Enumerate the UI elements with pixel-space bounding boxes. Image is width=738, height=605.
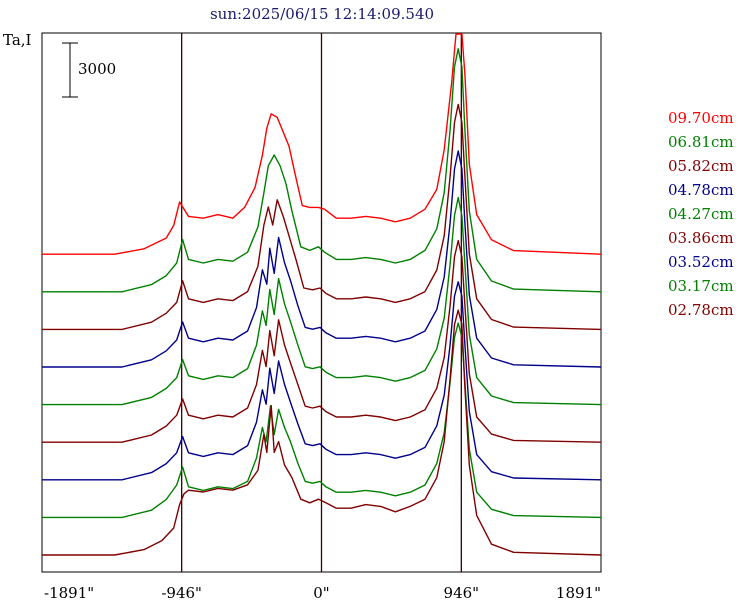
chart-title: sun:2025/06/15 12:14:09.540: [210, 5, 434, 23]
x-tick-label-0: -1891": [44, 584, 94, 602]
x-tick-label-1: -946": [161, 584, 202, 602]
legend-entry-03.86cm: 03.86cm: [668, 229, 734, 247]
scale-bar: 3000: [62, 42, 116, 98]
vertical-markers: [181, 33, 462, 572]
legend: 09.70cm 06.81cm 05.82cm 04.78cm 04.27cm 03.86…: [668, 109, 734, 319]
legend-entry-03.17cm: 03.17cm: [668, 277, 734, 295]
x-tick-label-2: 0": [313, 584, 329, 602]
series-line-04.78cm: [42, 150, 602, 368]
series-line-03.52cm: [42, 281, 602, 481]
legend-entry-09.70cm: 09.70cm: [668, 109, 734, 127]
scale-bar-label: 3000: [78, 60, 116, 78]
series-line-06.81cm: [42, 48, 602, 293]
legend-entry-03.52cm: 03.52cm: [668, 253, 734, 271]
series-traces: [42, 33, 602, 556]
series-line-05.82cm: [42, 103, 602, 331]
x-tick-label-4: 1891": [556, 584, 601, 602]
x-tick-label-3: 946": [444, 584, 480, 602]
legend-entry-04.78cm: 04.78cm: [668, 181, 734, 199]
series-line-04.27cm: [42, 196, 602, 406]
legend-entry-04.27cm: 04.27cm: [668, 205, 734, 223]
legend-entry-06.81cm: 06.81cm: [668, 133, 734, 151]
legend-entry-05.82cm: 05.82cm: [668, 157, 734, 175]
series-line-02.78cm: [42, 309, 602, 556]
series-line-03.86cm: [42, 239, 602, 443]
series-line-03.17cm: [42, 322, 602, 519]
x-tick-labels: -1891" -946" 0" 946" 1891": [44, 584, 601, 602]
legend-entry-02.78cm: 02.78cm: [668, 301, 734, 319]
series-line-09.70cm: [42, 33, 602, 255]
y-axis-label: Ta,I: [3, 31, 32, 49]
